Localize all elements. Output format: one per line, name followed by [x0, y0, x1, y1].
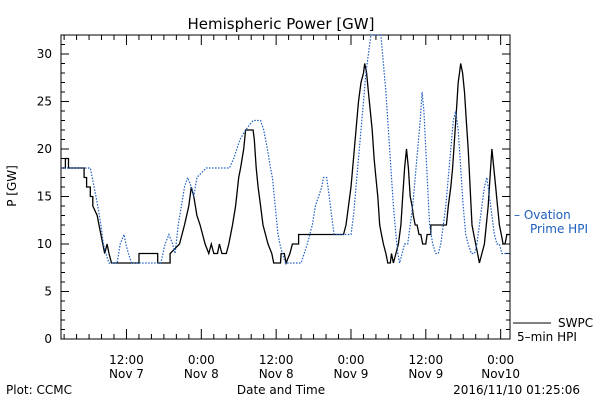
y-tick-label: 10 — [37, 237, 52, 251]
x-tick-label-time: 0:00 — [487, 353, 514, 367]
chart-title: Hemispheric Power [GW] — [188, 15, 375, 33]
x-tick-label-date: Nov 7 — [109, 367, 144, 381]
y-tick-label: 30 — [37, 47, 52, 61]
legend-swpc-line1: SWPC — [558, 316, 593, 330]
x-axis-label: Date and Time — [237, 383, 325, 397]
y-axis-label: P [GW] — [5, 165, 19, 207]
y-tick-label: 5 — [44, 285, 52, 299]
series-layer — [61, 34, 510, 266]
legend-swpc-line2: 5–min HPI — [517, 330, 577, 344]
series-ovation-line — [61, 34, 510, 264]
x-tick-label-time: 0:00 — [188, 353, 215, 367]
legend-ovation-line2: Prime HPI — [530, 222, 588, 236]
plot-area-border — [60, 34, 511, 340]
y-tick-label: 15 — [37, 190, 52, 204]
x-tick-label-date: Nov 9 — [408, 367, 443, 381]
x-tick-label-time: 12:00 — [109, 353, 144, 367]
footer-plot-credit: Plot: CCMC — [6, 383, 72, 397]
x-tick-label-date: Nov 8 — [259, 367, 294, 381]
x-tick-label-date: Nov 8 — [184, 367, 219, 381]
x-tick-label-time: 0:00 — [338, 353, 365, 367]
plot-frame — [60, 34, 511, 340]
legend: – Ovation Prime HPI SWPC 5–min HPI — [513, 208, 593, 344]
series-swpc-line — [61, 63, 510, 266]
legend-ovation-line1: – Ovation — [514, 208, 571, 222]
x-tick-label-date: Nov 9 — [334, 367, 369, 381]
x-tick-label-date: Nov10 — [481, 367, 520, 381]
footer-timestamp: 2016/11/10 01:25:06 — [453, 383, 580, 397]
x-tick-label-time: 12:00 — [409, 353, 444, 367]
y-tick-label: 0 — [44, 332, 52, 346]
y-tick-label: 20 — [37, 142, 52, 156]
y-axis-ticks: 0 5 10 15 20 25 30 — [37, 34, 510, 346]
x-tick-label-time: 12:00 — [259, 353, 294, 367]
y-tick-label: 25 — [37, 95, 52, 109]
